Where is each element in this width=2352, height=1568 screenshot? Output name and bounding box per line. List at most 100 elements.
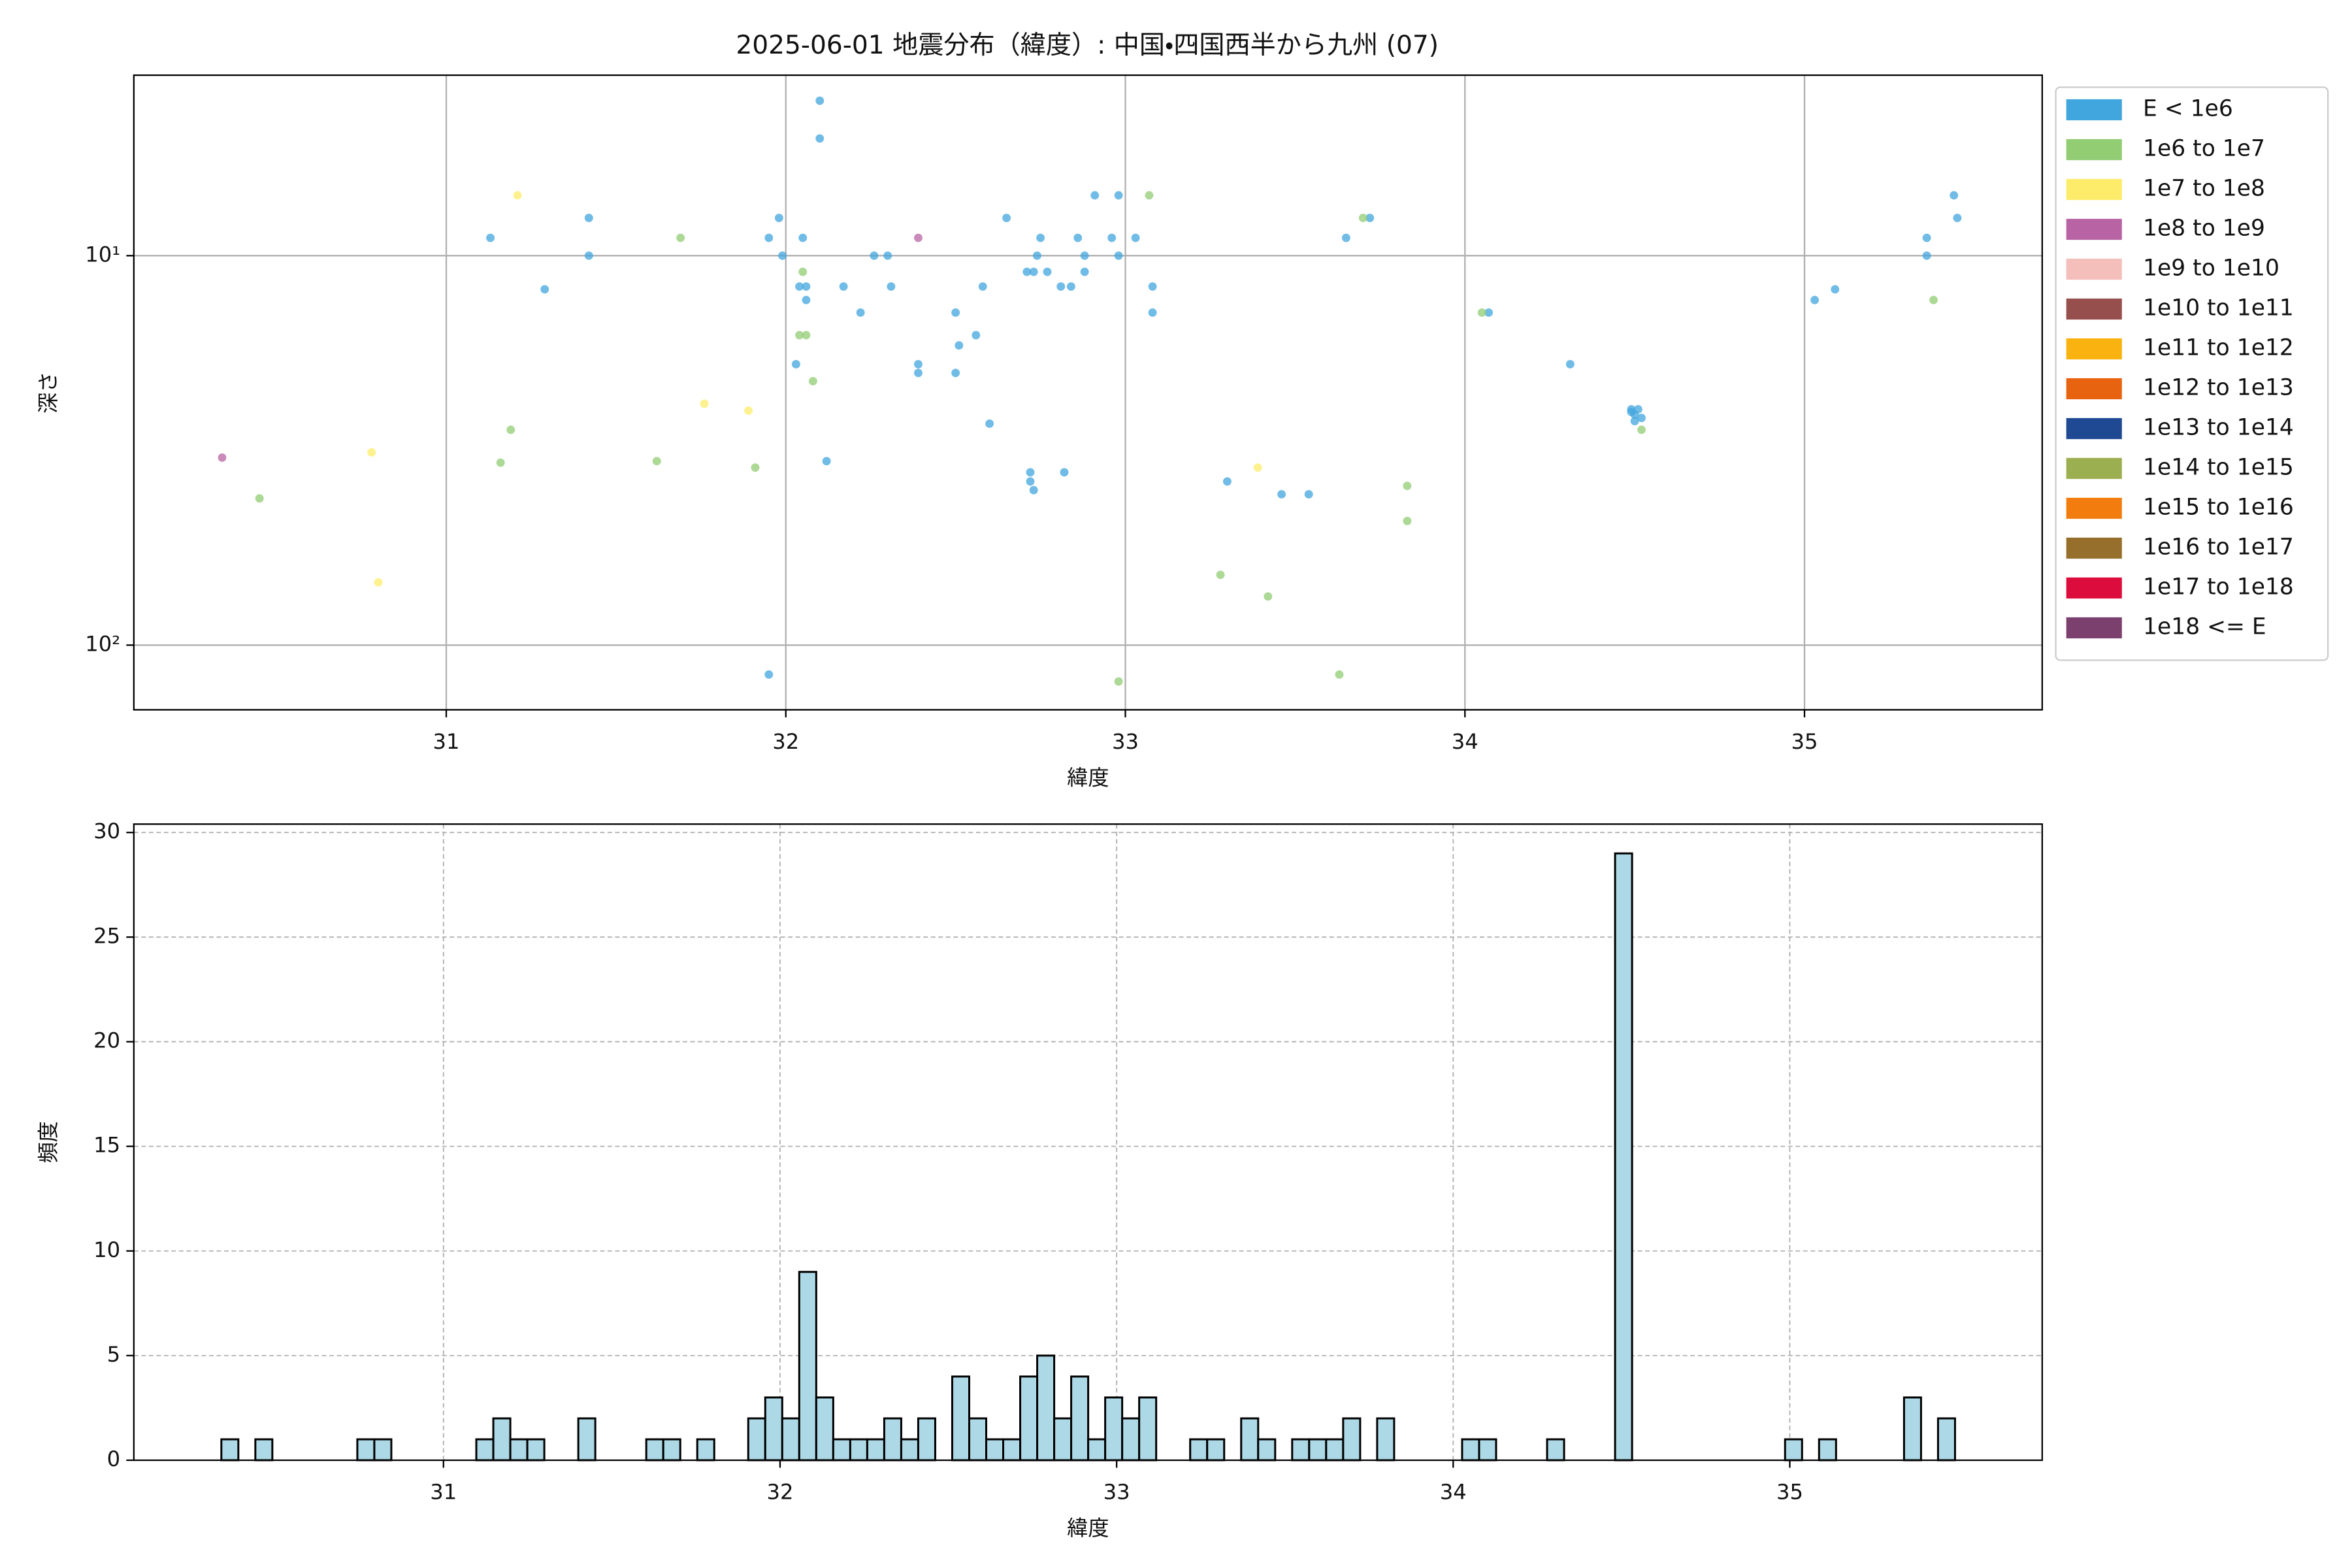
point: [1341, 233, 1350, 242]
x-tick-label: 33: [1103, 1480, 1130, 1505]
point: [1365, 214, 1375, 223]
point: [1029, 485, 1038, 495]
point: [486, 233, 495, 242]
y-tick-label: 15: [93, 1133, 120, 1158]
point: [652, 457, 661, 466]
point: [1026, 468, 1035, 477]
bar: [662, 1438, 681, 1462]
point: [1216, 570, 1225, 580]
point: [778, 251, 787, 260]
x-tick-label: 32: [772, 729, 799, 754]
bar: [1546, 1438, 1565, 1462]
bar: [781, 1417, 800, 1462]
bar: [917, 1417, 936, 1462]
y-tick-label: 20: [93, 1028, 120, 1053]
point: [1066, 282, 1075, 291]
legend-label: 1e11 to 1e12: [2143, 335, 2294, 361]
point: [1637, 414, 1646, 423]
bar: [764, 1396, 783, 1462]
point: [856, 308, 865, 317]
point: [1222, 477, 1232, 486]
bar: [1121, 1417, 1141, 1462]
bar: [968, 1417, 988, 1462]
bar: [373, 1438, 393, 1462]
legend-swatch: [2066, 417, 2122, 440]
bar: [1478, 1438, 1497, 1462]
point: [795, 282, 804, 291]
point: [951, 308, 960, 317]
legend-label: 1e17 to 1e18: [2143, 574, 2294, 600]
point: [1148, 282, 1157, 291]
legend-swatch: [2066, 338, 2122, 360]
point: [1810, 295, 1820, 304]
bar: [1376, 1417, 1396, 1462]
point: [1029, 267, 1038, 276]
point: [1484, 308, 1494, 317]
point: [1630, 417, 1639, 426]
x-tick-label: 34: [1452, 729, 1478, 754]
y-axis-label: 深さ: [36, 372, 61, 414]
bar: [1784, 1438, 1803, 1462]
point: [700, 399, 709, 408]
bar: [1002, 1438, 1022, 1462]
point: [1036, 233, 1045, 242]
legend-swatch: [2066, 378, 2122, 400]
x-tick-label: 31: [430, 1480, 457, 1505]
y-tick-label: 10¹: [85, 242, 120, 267]
bar: [1104, 1396, 1124, 1462]
point: [883, 251, 892, 260]
bar: [696, 1438, 715, 1462]
point: [802, 295, 811, 304]
point: [1264, 592, 1273, 601]
point: [951, 368, 960, 378]
point: [1627, 408, 1636, 417]
legend-label: 1e15 to 1e16: [2143, 495, 2294, 521]
point: [1073, 233, 1083, 242]
point: [1090, 191, 1100, 200]
plot-frame: [133, 74, 2043, 711]
point: [374, 578, 383, 587]
x-tick-label: 33: [1112, 729, 1139, 754]
bar: [1325, 1438, 1345, 1462]
point: [870, 251, 879, 260]
point: [1026, 477, 1035, 486]
x-tick-label: 32: [766, 1480, 793, 1505]
point: [676, 233, 685, 242]
point: [1032, 251, 1041, 260]
point: [1060, 468, 1069, 477]
bar: [883, 1417, 902, 1462]
bar: [509, 1438, 529, 1462]
bar: [1461, 1438, 1480, 1462]
bar: [798, 1271, 817, 1462]
point: [1002, 214, 1011, 223]
x-tick-label: 35: [1791, 729, 1818, 754]
bar: [1189, 1438, 1209, 1462]
legend-label: 1e13 to 1e14: [2143, 415, 2294, 441]
legend-swatch: [2066, 139, 2122, 161]
bar: [645, 1438, 664, 1462]
point: [839, 282, 848, 291]
legend-box: [2055, 86, 2329, 661]
bar: [1308, 1438, 1328, 1462]
point: [506, 425, 515, 434]
point: [774, 214, 783, 223]
point: [1403, 516, 1412, 525]
point: [255, 494, 264, 503]
x-tick-label: 35: [1776, 1480, 1803, 1505]
point: [978, 282, 987, 291]
point: [1922, 233, 1931, 242]
bar: [1087, 1438, 1107, 1462]
point: [218, 453, 227, 462]
legend-swatch: [2066, 99, 2122, 121]
legend-swatch: [2066, 218, 2122, 240]
point: [1277, 490, 1286, 499]
point: [1831, 285, 1840, 294]
bar: [220, 1438, 240, 1462]
point: [1950, 191, 1959, 200]
bar: [1818, 1438, 1837, 1462]
legend-swatch: [2066, 617, 2122, 639]
plot-frame: [133, 823, 2043, 1462]
bar: [1614, 852, 1633, 1462]
bar: [849, 1438, 868, 1462]
legend-label: 1e14 to 1e15: [2143, 455, 2294, 481]
